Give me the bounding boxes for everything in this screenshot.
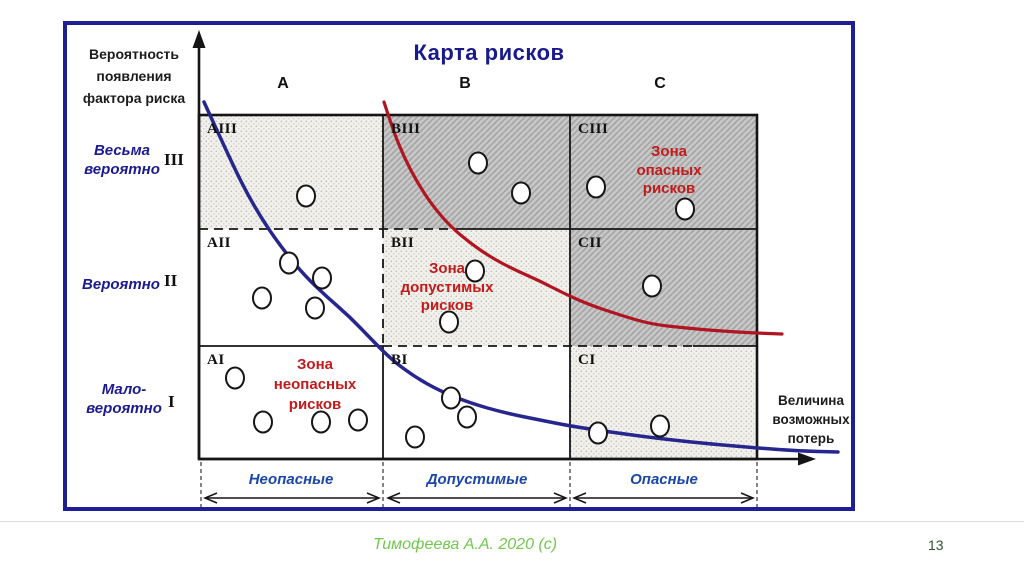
row-label-i: Мало- вероятно	[86, 380, 162, 418]
zone-line: Зона	[297, 356, 333, 373]
x-axis-title-line: возможных	[772, 412, 850, 427]
cell-label-ciii: CIII	[578, 121, 609, 137]
column-header-b: B	[459, 75, 471, 92]
row-numeral-iii: III	[164, 150, 184, 169]
x-axis-arrowhead	[798, 452, 816, 466]
zone-label-safe: Зона неопасных рисков	[274, 355, 357, 415]
zone-label-acceptable: Зона допустимых рисков	[401, 260, 494, 316]
page-number: 13	[928, 537, 944, 553]
range-arrowhead	[553, 492, 568, 504]
column-header-c: C	[654, 75, 666, 92]
risk-point	[465, 259, 485, 283]
cell-label-ci: CI	[578, 352, 596, 368]
cell-label-biii: BIII	[391, 121, 421, 137]
row-label-ii: Вероятно	[82, 275, 160, 294]
zone-line: опасных	[636, 161, 702, 179]
red-boundary-curve	[382, 100, 784, 336]
risk-point	[650, 414, 670, 438]
x-category-dangerous: Опасные	[630, 471, 698, 488]
risk-point	[348, 408, 368, 432]
risk-points	[225, 151, 695, 449]
risk-point	[468, 151, 488, 175]
cell-AI	[199, 346, 383, 459]
row-label-line: вероятно	[86, 400, 162, 417]
range-arrows	[203, 492, 755, 504]
zone-line: неопасных	[273, 376, 357, 393]
risk-point	[279, 251, 299, 275]
slide-bottom-divider	[0, 521, 1024, 522]
cell-label-aii: AII	[207, 235, 232, 251]
row-label-line: вероятно	[84, 161, 160, 178]
blue-boundary-curve	[202, 100, 840, 454]
axes	[192, 30, 816, 466]
row-numeral-ii: II	[164, 271, 178, 290]
risk-point	[296, 184, 316, 208]
cell-CIII	[570, 115, 757, 229]
risk-point	[312, 266, 332, 290]
x-axis-title-line: Величина	[778, 393, 844, 408]
risk-point	[642, 274, 662, 298]
row-label-iii: Весьма вероятно	[84, 141, 160, 179]
risk-point	[588, 421, 608, 445]
zone-line: допустимых	[400, 278, 494, 296]
cell-AII	[199, 229, 383, 346]
x-axis-title-line: потерь	[787, 431, 835, 446]
cell-label-ai: AI	[207, 352, 225, 368]
range-arrowhead	[203, 492, 218, 504]
risk-point	[439, 310, 459, 334]
risk-point	[311, 410, 331, 434]
cell-label-bii: BII	[391, 235, 415, 251]
cell-label-cii: CII	[578, 235, 603, 251]
axis-extension-ticks	[200, 462, 758, 507]
zone-line: рисков	[642, 180, 696, 197]
risk-point	[252, 286, 272, 310]
y-axis-title-line: Вероятность	[89, 46, 179, 62]
risk-point	[225, 366, 245, 390]
x-category-acceptable: Допустимые	[426, 471, 528, 488]
row-label-line: Вероятно	[82, 276, 160, 293]
zone-label-dangerous: Зона опасных рисков	[636, 143, 701, 199]
zone-line: рисков	[420, 297, 474, 314]
x-category-safe: Неопасные	[248, 471, 334, 488]
risk-point	[253, 410, 273, 434]
chart-title: Карта рисков	[413, 40, 565, 65]
risk-point	[441, 386, 461, 410]
row-label-line: Весьма	[93, 142, 151, 159]
footer-credit: Тимофеева А.А. 2020 (с)	[373, 536, 558, 553]
cell-label-aiii: AIII	[207, 121, 238, 137]
risk-point	[586, 175, 606, 199]
range-arrowhead	[572, 492, 587, 504]
range-arrowhead	[386, 492, 401, 504]
y-axis-title: Вероятность появления фактора риска	[78, 43, 190, 109]
row-numeral-i: I	[168, 392, 175, 411]
column-header-a: A	[277, 75, 289, 92]
cell-label-bi: BI	[391, 352, 408, 368]
range-arrowhead	[740, 492, 755, 504]
zone-line: Зона	[651, 143, 687, 160]
risk-point	[305, 296, 325, 320]
y-axis-title-line: появления	[96, 68, 172, 84]
range-arrowhead	[366, 492, 381, 504]
risk-point	[511, 181, 531, 205]
risk-point	[457, 405, 477, 429]
risk-point	[675, 197, 695, 221]
row-label-line: Мало-	[101, 381, 147, 398]
y-axis-arrowhead	[192, 30, 206, 48]
x-axis-title: Величина возможных потерь	[764, 391, 858, 448]
zone-line: Зона	[429, 260, 465, 277]
cell-AIII	[199, 115, 383, 229]
boundary-curves	[202, 100, 840, 454]
risk-point	[405, 425, 425, 449]
y-axis-title-line: фактора риска	[82, 90, 186, 106]
zone-line: рисков	[288, 396, 342, 413]
